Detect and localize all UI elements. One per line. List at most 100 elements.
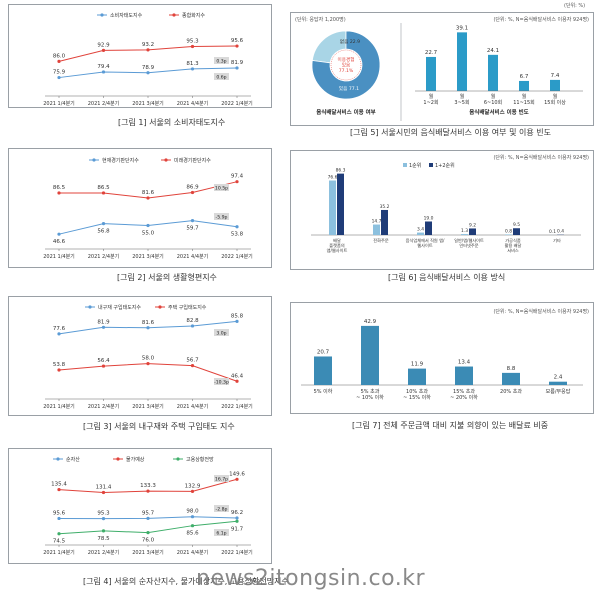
bar-category-label: 월: [553, 93, 558, 100]
x-tick-label: 2021 2/4분기: [88, 100, 120, 107]
x-tick-label: 2021 1/4분기: [43, 100, 75, 107]
legend-label: 주택 구입태도지수: [168, 304, 207, 311]
chart-panel-3: 내구재 구입태도지수 주택 구입태도지수 2021 1/4분기 2021 2/4분기 2…: [8, 296, 272, 416]
data-label: 78.5: [97, 536, 110, 542]
data-label: 46.6: [53, 239, 66, 245]
data-point: [101, 48, 106, 52]
caption-figure-3: [그림 3] 서울의 내구재와 주택 구입태도 지수: [83, 422, 235, 431]
pie-and-bar-chart-5: (단위: 응답자 1,200명) (단위: %, N=음식배달서비스 이용자 92…: [295, 16, 589, 121]
data-point: [101, 364, 106, 368]
bar: [488, 54, 498, 91]
bar-category-label: 15회 이상: [544, 99, 566, 106]
bar: [461, 234, 468, 235]
data-label: 91.7: [231, 526, 244, 532]
data-point: [101, 191, 106, 195]
bar-value-label: 42.9: [364, 319, 377, 325]
bar: [381, 209, 388, 235]
data-label: 97.4: [231, 174, 244, 180]
data-label: 95.3: [186, 39, 199, 45]
caption-figure-4: [그림 4] 서울의 순자산지수, 물가예상지수, 고용상황전망지수: [83, 577, 289, 586]
data-point: [190, 324, 195, 328]
data-label: 75.9: [53, 70, 66, 76]
bar-category-label: 11~15회: [513, 99, 535, 106]
data-point: [190, 489, 195, 493]
bar-category-label: 일반/앱/웹사이트: [454, 237, 484, 244]
bar-value-label: 22.7: [425, 50, 438, 56]
bar: [502, 372, 520, 385]
legend-swatch-dot: [116, 457, 120, 461]
bar-subtitle: 음식배달서비스 이용 빈도: [469, 108, 529, 116]
bar-category-label: 5% 이하: [314, 388, 333, 395]
data-label: 59.7: [186, 226, 199, 232]
chart-panel-4: 순자산 물가예상 고용상황전망 2021 1/4분기 2021 2/4분기 2021 3/…: [8, 448, 272, 564]
bar-category-label: 플랫폼의: [329, 242, 345, 249]
data-label: 46.4: [231, 373, 244, 379]
pie-subtitle: 음식배달서비스 이용 여부: [316, 108, 376, 116]
caption-figure-7: [그림 7] 전체 주문금액 대비 지불 의향이 있는 배달료 비중: [352, 421, 549, 430]
data-label: 81.9: [231, 60, 244, 66]
data-label: 93.2: [142, 42, 154, 48]
data-point: [57, 232, 61, 236]
data-label: 149.6: [229, 471, 245, 477]
data-point: [101, 222, 106, 226]
bar: [425, 221, 432, 235]
pie-slice-label: 있음 77.1: [339, 85, 359, 92]
bar-category-label: 월: [460, 93, 465, 100]
change-badge: [214, 73, 229, 80]
bar-value-label: 14.7: [372, 219, 382, 225]
caption-figure-2: [그림 2] 서울의 생활형편지수: [117, 273, 217, 282]
bar-category-label: 월: [522, 93, 527, 100]
data-label: 76.0: [142, 538, 155, 544]
bar-value-label: 86.3: [336, 168, 346, 174]
x-tick-label: 2022 1/4분기: [221, 253, 253, 260]
data-label: 81.9: [97, 319, 110, 325]
bar-value-label: 0.4: [557, 229, 564, 235]
bar: [426, 56, 436, 91]
bar-category-label: 1~2회: [423, 99, 438, 106]
bar: [337, 173, 344, 235]
data-point: [190, 67, 195, 71]
data-point: [190, 190, 195, 195]
legend-swatch-dot: [176, 457, 180, 461]
legend-label: 현재경기판단지수: [102, 157, 139, 164]
data-label: 74.5: [53, 539, 66, 545]
data-point: [190, 219, 195, 223]
donut-center: [330, 49, 362, 81]
bar-value-label: 0.8: [505, 228, 512, 234]
bar-value-label: 7.4: [551, 73, 560, 79]
pie-unit-note: (단위: 응답자 1,200명): [295, 16, 346, 23]
line-chart-2: 현재경기판단지수 미래경기판단지수 2021 1/4분기 2021 2/4분기 2021…: [43, 157, 253, 260]
data-point: [101, 70, 106, 74]
legend-swatch-dot: [56, 457, 60, 461]
x-tick-label: 2021 2/4분기: [88, 549, 120, 556]
change-badge-label: 16.7p: [215, 476, 228, 482]
x-tick-label: 2022 1/4분기: [221, 549, 253, 556]
data-point: [235, 225, 239, 229]
bar-category-label: 전화주문: [373, 237, 389, 244]
data-label: 86.5: [53, 185, 66, 191]
data-point: [235, 519, 239, 523]
bar-value-label: 9.5: [513, 222, 520, 228]
data-point: [57, 75, 61, 80]
data-point: [101, 529, 106, 533]
change-badge-label: -5.9p: [216, 214, 228, 220]
data-point: [57, 191, 61, 195]
bar-category-label: 6~10회: [484, 99, 502, 106]
data-label: 85.6: [186, 531, 199, 537]
bar-category-label: 모름/무응답: [546, 388, 571, 395]
data-point: [57, 532, 61, 536]
data-point: [190, 44, 195, 49]
bar-value-label: 39.1: [456, 25, 468, 31]
bar-value-label: 76.6: [328, 175, 338, 181]
bar-category-label: 활용 배달: [505, 242, 522, 249]
data-point: [146, 223, 150, 228]
change-badge: [214, 57, 229, 64]
data-point: [146, 196, 150, 200]
chart-panel-6: (단위: %, N=음식배달서비스 이용자 924명) 1순위 1+2순위 76.6 8…: [290, 150, 594, 270]
bar-value-label: 13.4: [458, 360, 471, 366]
data-label: 56.8: [97, 229, 110, 235]
data-label: 95.6: [231, 38, 244, 44]
data-point: [146, 71, 150, 75]
pie-slice: [311, 30, 381, 100]
data-label: 135.4: [51, 482, 67, 488]
